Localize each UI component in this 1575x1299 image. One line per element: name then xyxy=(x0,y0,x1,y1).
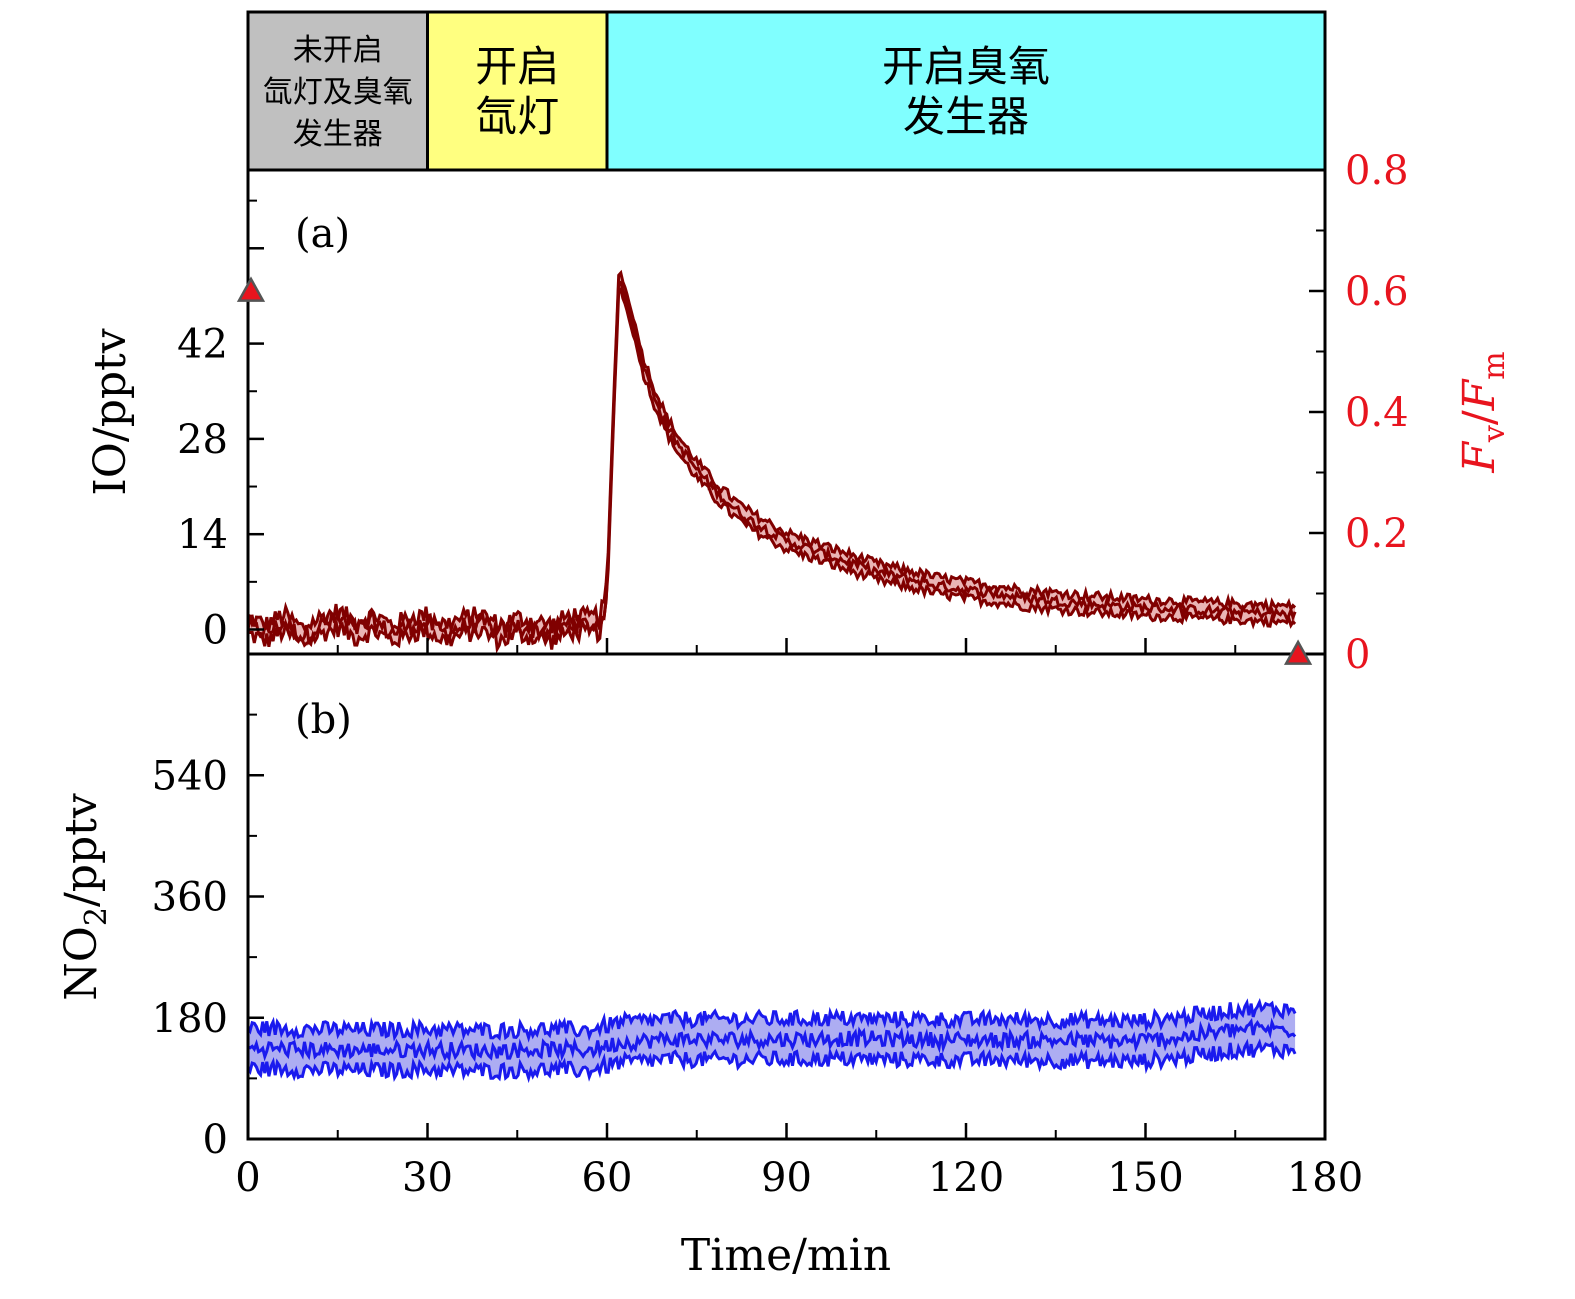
fvfm-axis-label: Fv/Fm xyxy=(1454,351,1512,473)
panel-b-tag: (b) xyxy=(295,697,352,743)
panel-a-ylabel: IO/pptv xyxy=(85,328,136,495)
x-tick-label: 120 xyxy=(928,1155,1004,1201)
phase-label-1-line-2: 氙灯及臭氧 xyxy=(263,75,413,110)
x-tick-label: 30 xyxy=(402,1155,453,1201)
fvfm-label-m: m xyxy=(1477,351,1512,379)
no2-y-tick-label: 0 xyxy=(203,1117,228,1163)
x-tick-label: 150 xyxy=(1107,1155,1183,1201)
io-band-fill xyxy=(248,272,1296,650)
no2-y-tick-label: 360 xyxy=(152,875,228,921)
fvfm-marker xyxy=(236,276,266,302)
panel-a-frame xyxy=(246,168,1327,656)
fvfm-marker xyxy=(1283,639,1313,665)
phase-label-3-line-2: 发生器 xyxy=(903,92,1029,141)
axes-frame: 0 30 60 90 120 150 180 0 14 28 42 0 0.2 0.4 0.6 0.8 0 180… xyxy=(152,148,1409,1201)
panel-a xyxy=(246,269,1297,654)
io-mean-line xyxy=(246,279,1297,646)
panel-b-ylabel: NO2/pptv xyxy=(56,793,114,1001)
io-y-tick-label: 28 xyxy=(177,417,228,463)
io-lower-line xyxy=(247,286,1297,654)
io-y-tick-label: 14 xyxy=(177,512,228,558)
phase-label-2-line-1: 开启 xyxy=(475,42,559,91)
no2-lower-line xyxy=(246,1038,1297,1084)
axis-labels: IO/pptv NO2/pptv Fv/Fm Time/min (a) (b) xyxy=(56,211,1512,1281)
fvfm-tick-label: 0.2 xyxy=(1345,511,1409,557)
x-tick-label: 180 xyxy=(1287,1155,1363,1201)
no2-mean-line xyxy=(247,1017,1297,1063)
fvfm-label-slash: / xyxy=(1454,410,1505,425)
panel-b-ylabel-main: NO xyxy=(56,926,107,1001)
x-tick-label: 0 xyxy=(235,1155,260,1201)
phase-box-1 xyxy=(246,10,429,172)
no2-upper-line xyxy=(246,997,1297,1043)
fvfm-label-f2: F xyxy=(1454,378,1505,411)
panel-b xyxy=(246,997,1297,1084)
panel-a-tag: (a) xyxy=(295,211,350,257)
no2-y-tick-label: 540 xyxy=(152,753,228,799)
no2-y-tick-label: 180 xyxy=(152,996,228,1042)
phase-box-2 xyxy=(426,10,609,172)
phase-label-3-line-1: 开启臭氧 xyxy=(882,42,1050,91)
fvfm-label-f1: F xyxy=(1454,441,1505,474)
fvfm-tick-label: 0.6 xyxy=(1345,269,1409,315)
phase-label-1-line-1: 未开启 xyxy=(293,33,383,68)
panel-b-ylabel-unit: /pptv xyxy=(56,793,107,907)
x-tick-label: 60 xyxy=(582,1155,633,1201)
io-y-tick-label: 42 xyxy=(177,322,228,368)
fvfm-tick-label: 0.8 xyxy=(1345,148,1409,194)
io-upper-line xyxy=(247,269,1297,638)
phase-label-2-line-2: 氙灯 xyxy=(475,92,559,141)
phase-label-1-line-3: 发生器 xyxy=(293,117,383,152)
panel-b-ylabel-sub: 2 xyxy=(79,907,114,926)
fvfm-tick-label: 0 xyxy=(1345,632,1370,678)
io-y-tick-label: 0 xyxy=(203,607,228,653)
x-tick-label: 90 xyxy=(761,1155,812,1201)
fvfm-tick-label: 0.4 xyxy=(1345,390,1409,436)
phase-box-3 xyxy=(605,10,1327,172)
x-axis-label: Time/min xyxy=(681,1230,891,1281)
fvfm-label-v: v xyxy=(1477,425,1512,443)
